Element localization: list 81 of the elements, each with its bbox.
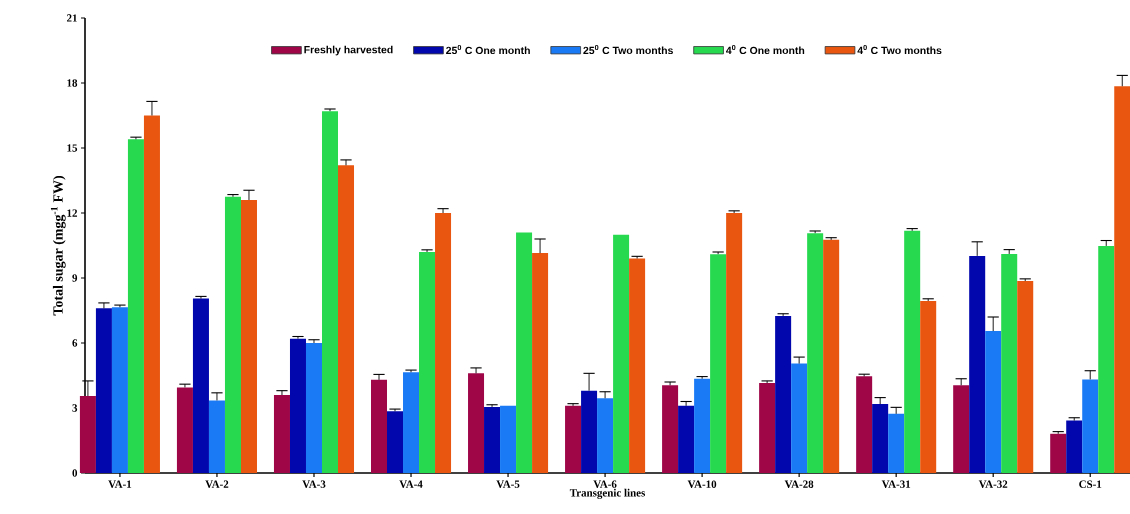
x-tick-label: VA-10 — [687, 480, 717, 488]
bar — [1098, 245, 1115, 473]
x-tick-label: VA-6 — [593, 480, 617, 488]
x-axis-title: Transgenic lines — [569, 488, 646, 499]
bar — [1050, 433, 1067, 473]
bar — [1001, 253, 1018, 473]
x-tick-label: CS-1 — [1079, 480, 1102, 488]
bar — [338, 165, 355, 473]
y-tick-label: 0 — [72, 469, 78, 477]
bar — [1017, 281, 1034, 473]
bar — [662, 385, 679, 473]
x-tick-label: VA-3 — [302, 480, 326, 488]
bar — [904, 230, 921, 473]
bar — [823, 239, 840, 473]
bar — [240, 200, 257, 473]
x-tick-label: VA-28 — [784, 480, 814, 488]
bar — [985, 331, 1002, 473]
x-tick-label: VA-5 — [496, 480, 520, 488]
bar — [484, 406, 501, 473]
bar — [726, 213, 743, 473]
bar — [516, 232, 533, 473]
bar — [435, 213, 452, 473]
bar — [629, 258, 646, 473]
bar — [565, 405, 582, 473]
bar — [419, 252, 436, 473]
bar — [872, 404, 889, 473]
legend-label: 25$^{0}$ C One month — [446, 44, 530, 55]
bar — [888, 413, 905, 473]
bar — [678, 405, 695, 473]
bar — [468, 373, 485, 473]
bar — [371, 379, 387, 473]
bar — [759, 383, 776, 473]
y-axis-title: Total sugar (mgg$^{-1}$ FW) — [50, 176, 66, 316]
bar — [111, 307, 128, 473]
x-tick-label: VA-31 — [881, 480, 911, 488]
legend-label: 4$^{0}$ C One month — [726, 44, 805, 55]
y-tick-label: 21 — [66, 14, 77, 22]
bar — [208, 400, 225, 473]
bar — [224, 196, 241, 473]
bar — [305, 343, 322, 473]
legend-label: 4$^{0}$ C Two months — [857, 44, 942, 55]
bar — [969, 255, 986, 473]
bar — [532, 253, 549, 473]
bar — [807, 233, 824, 473]
x-tick-label: VA-32 — [978, 480, 1008, 488]
bar — [694, 378, 711, 473]
bar — [791, 363, 808, 473]
bar — [500, 405, 517, 473]
legend-label: Freshly harvested — [304, 45, 393, 56]
y-tick-label: 3 — [72, 404, 78, 412]
y-tick-label: 15 — [67, 144, 78, 152]
bar — [387, 411, 404, 473]
bar — [856, 376, 873, 473]
bar — [95, 308, 112, 473]
bar — [581, 390, 598, 473]
bar — [1082, 379, 1099, 473]
bar — [597, 398, 614, 473]
bar — [143, 115, 160, 473]
bar — [289, 338, 306, 473]
y-tick-label: 12 — [67, 209, 78, 217]
x-tick-label: VA-1 — [108, 480, 132, 488]
bar — [953, 385, 970, 473]
x-tick-label: VA-4 — [399, 480, 423, 488]
y-tick-label: 9 — [72, 274, 78, 282]
bar — [613, 234, 630, 473]
bar — [192, 298, 209, 473]
bar — [127, 139, 144, 473]
x-tick-label: VA-2 — [205, 480, 229, 488]
bar — [79, 396, 96, 473]
bar — [710, 254, 727, 473]
bar — [322, 111, 338, 473]
bar — [920, 300, 937, 473]
legend-label: 25$^{0}$ C Two months — [583, 44, 673, 55]
bar — [273, 395, 290, 473]
y-tick-label: 6 — [72, 339, 78, 347]
bar — [1114, 86, 1130, 473]
bar — [1066, 420, 1083, 473]
y-tick-label: 18 — [67, 79, 78, 87]
bar — [176, 387, 193, 473]
bar — [403, 372, 420, 473]
bar — [775, 315, 792, 473]
